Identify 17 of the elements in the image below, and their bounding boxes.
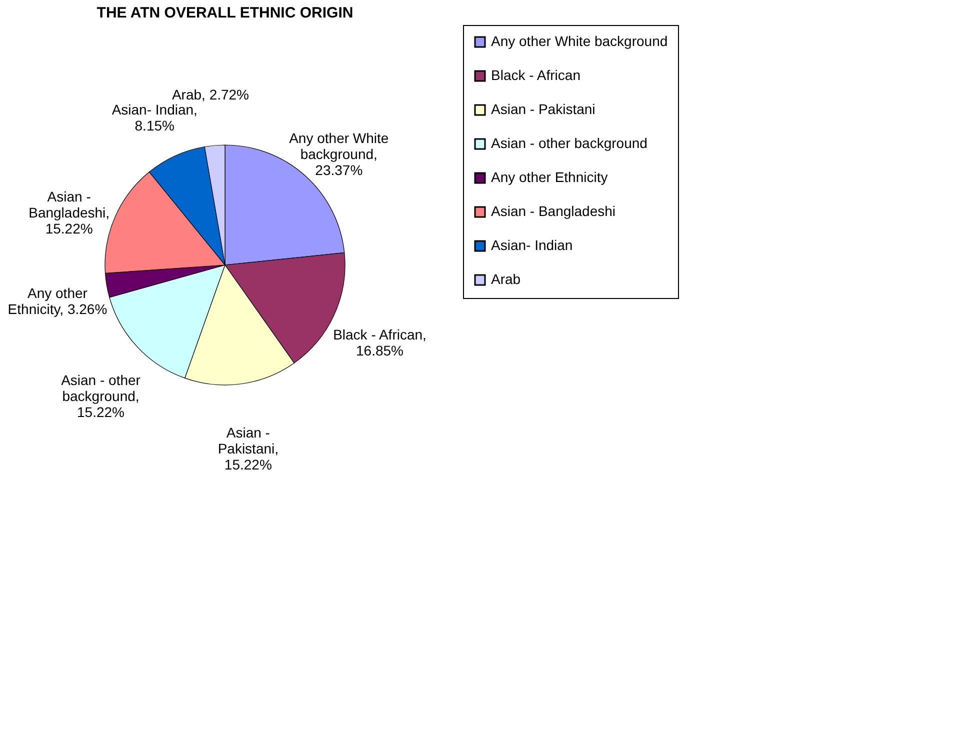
data-label: Asian - other background, 15.22% bbox=[61, 372, 141, 420]
legend-label: Any other White background bbox=[491, 33, 668, 49]
legend-label: Black - African bbox=[491, 67, 580, 83]
legend-label: Asian - other background bbox=[491, 135, 648, 151]
data-label: Any other Ethnicity, 3.26% bbox=[8, 284, 108, 317]
data-label: Asian - Pakistani, 15.22% bbox=[218, 424, 279, 472]
data-label: Any other White background, 23.37% bbox=[289, 130, 389, 178]
legend-label: Asian - Bangladeshi bbox=[491, 203, 616, 219]
data-label: Asian - Bangladeshi, 15.22% bbox=[28, 188, 110, 236]
data-label: Asian- Indian, 8.15% bbox=[112, 101, 198, 134]
data-label: Black - African, 16.85% bbox=[333, 326, 426, 358]
data-label: Arab, 2.72% bbox=[172, 86, 250, 103]
legend-label: Any other Ethnicity bbox=[491, 169, 608, 185]
chart-title: THE ATN OVERALL ETHNIC ORIGIN bbox=[96, 4, 354, 22]
legend-label: Asian- Indian bbox=[491, 237, 573, 253]
legend-label: Arab bbox=[491, 271, 521, 287]
legend-label: Asian - Pakistani bbox=[491, 101, 596, 117]
